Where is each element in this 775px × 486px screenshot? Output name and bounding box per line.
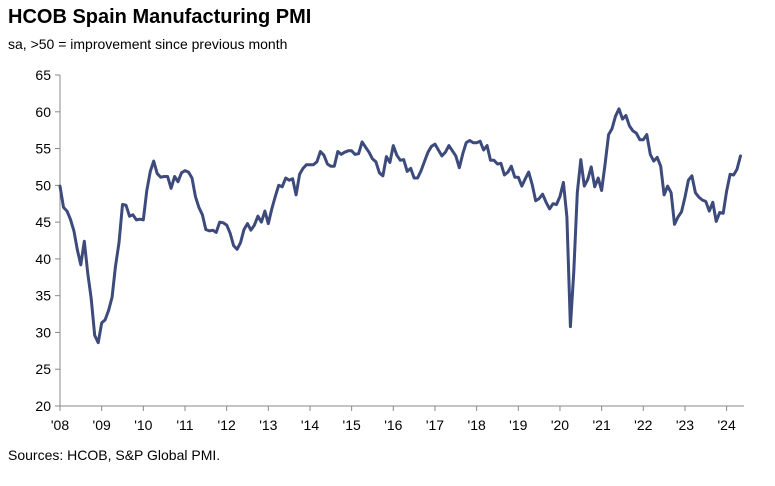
x-tick-label: '08 xyxy=(51,417,69,433)
y-tick-label: 30 xyxy=(35,324,51,340)
chart-title: HCOB Spain Manufacturing PMI xyxy=(8,6,312,28)
y-axis-ticks: 20 25 30 35 40 45 50 55 60 65 xyxy=(35,67,60,414)
y-tick-label: 55 xyxy=(35,141,51,157)
x-tick-label: '18 xyxy=(468,417,486,433)
x-tick-label: '17 xyxy=(426,417,444,433)
x-tick-label: '16 xyxy=(384,417,402,433)
x-tick-label: '14 xyxy=(301,417,319,433)
x-tick-label: '15 xyxy=(343,417,361,433)
x-axis-ticks: '08 '09 '10 '11 '12 '13 '14 '15 '16 '17 '18 '19 '20 '… xyxy=(51,406,736,433)
y-tick-label: 50 xyxy=(35,177,51,193)
x-tick-label: '22 xyxy=(634,417,652,433)
x-tick-label: '11 xyxy=(176,417,193,433)
chart-source: Sources: HCOB, S&P Global PMI. xyxy=(8,447,221,463)
pmi-series-line xyxy=(58,107,742,345)
x-tick-label: '20 xyxy=(551,417,569,433)
y-tick-label: 35 xyxy=(35,288,51,304)
y-tick-label: 65 xyxy=(35,67,51,83)
y-tick-label: 40 xyxy=(35,251,51,267)
y-tick-label: 60 xyxy=(35,104,51,120)
x-tick-label: '12 xyxy=(218,417,236,433)
x-tick-label: '13 xyxy=(259,417,277,433)
y-tick-label: 45 xyxy=(35,214,51,230)
x-tick-label: '10 xyxy=(134,417,152,433)
x-tick-label: '19 xyxy=(509,417,527,433)
x-tick-label: '24 xyxy=(718,417,736,433)
y-tick-label: 25 xyxy=(35,361,51,377)
y-tick-label: 20 xyxy=(35,398,51,414)
x-tick-label: '23 xyxy=(676,417,694,433)
x-tick-label: '21 xyxy=(593,417,611,433)
x-tick-label: '09 xyxy=(93,417,111,433)
chart-subtitle: sa, >50 = improvement since previous mon… xyxy=(8,36,288,52)
